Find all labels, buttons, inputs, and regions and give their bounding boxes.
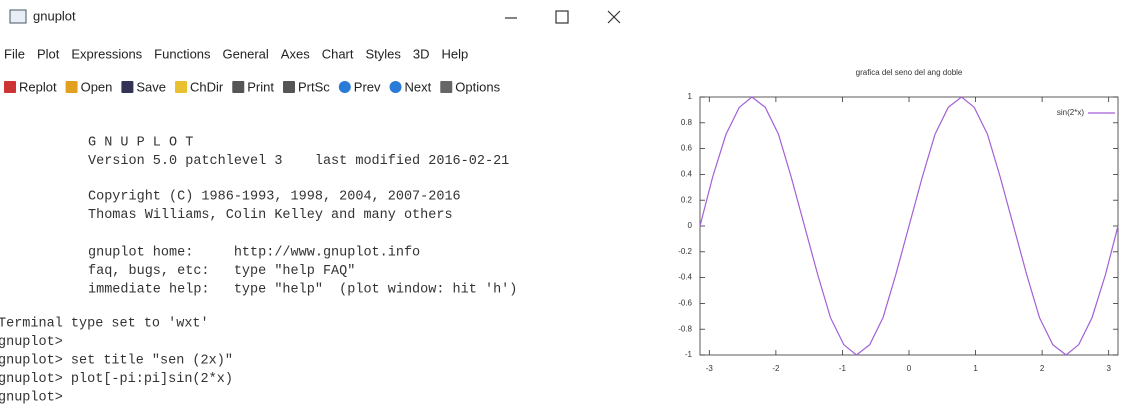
x-tick-label: 3 <box>1106 364 1111 373</box>
toolbar-icon <box>440 81 452 93</box>
menu-item[interactable]: File <box>4 46 25 61</box>
toolbar-icon <box>121 81 133 93</box>
y-tick-label: 0.8 <box>681 118 693 127</box>
console-line: Terminal type set to 'wxt' <box>0 317 209 332</box>
menu-bar: File Plot Expressions Functions General Axes C… <box>4 46 468 61</box>
console-line: gnuplot> <box>0 391 63 406</box>
toolbar-icon <box>390 81 402 93</box>
x-tick-label: -3 <box>706 364 714 373</box>
y-tick-label: -0.2 <box>678 247 692 256</box>
toolbar-icon <box>66 81 78 93</box>
toolbar-button[interactable]: PrtSc <box>298 79 330 94</box>
y-tick-label: 0.6 <box>681 144 693 153</box>
toolbar-icon <box>339 81 351 93</box>
x-tick-label: -1 <box>839 364 847 373</box>
console-line: gnuplot home: http://www.gnuplot.info <box>88 246 420 261</box>
toolbar-button[interactable]: ChDir <box>190 79 224 94</box>
console-line: gnuplot> <box>0 335 63 350</box>
legend-label: sin(2*x) <box>1057 108 1084 117</box>
toolbar-icon <box>4 81 16 93</box>
console-line: faq, bugs, etc: type "help FAQ" <box>88 264 355 279</box>
menu-item[interactable]: Expressions <box>71 46 142 61</box>
y-tick-label: 0.4 <box>681 170 693 179</box>
console-line: Version 5.0 patchlevel 3 last modified 2… <box>88 154 509 169</box>
toolbar-button[interactable]: Options <box>455 79 500 94</box>
menu-item[interactable]: Plot <box>37 46 60 61</box>
menu-item[interactable]: Styles <box>366 46 402 61</box>
x-tick-label: 0 <box>907 364 912 373</box>
screen: gnuplot File Plot Expressions Functions Gene… <box>0 0 1132 408</box>
x-tick-label: 1 <box>973 364 978 373</box>
console-line: Copyright (C) 1986-1993, 1998, 2004, 200… <box>88 190 461 205</box>
console-line: gnuplot> set title "sen (2x)" <box>0 354 233 369</box>
menu-item[interactable]: Chart <box>322 46 354 61</box>
console-line: Thomas Williams, Colin Kelley and many o… <box>88 208 453 223</box>
x-tick-label: -2 <box>772 364 780 373</box>
y-tick-label: -1 <box>685 350 693 359</box>
y-tick-label: 1 <box>688 92 693 101</box>
toolbar-button[interactable]: Print <box>247 79 274 94</box>
window-title: gnuplot <box>33 8 76 23</box>
app-icon <box>10 10 26 23</box>
toolbar-button[interactable]: Prev <box>354 79 381 94</box>
y-tick-label: -0.6 <box>678 299 692 308</box>
y-tick-label: -0.4 <box>678 273 692 282</box>
console-line: G N U P L O T <box>88 136 193 151</box>
y-tick-label: 0.2 <box>681 195 693 204</box>
toolbar-icon <box>283 81 295 93</box>
toolbar-button[interactable]: Save <box>136 79 166 94</box>
toolbar-button[interactable]: Open <box>81 79 113 94</box>
toolbar-button[interactable]: Next <box>405 79 432 94</box>
chart-title: grafica del seno del ang doble <box>856 68 963 77</box>
y-tick-label: 0 <box>688 221 693 230</box>
chart: grafica del seno del ang doble -1 -0.8 -0.6… <box>678 68 1118 373</box>
menu-item[interactable]: General <box>223 46 269 61</box>
console-line: gnuplot> plot[-pi:pi]sin(2*x) <box>0 372 233 387</box>
toolbar-icon <box>175 81 187 93</box>
y-tick-label: -0.8 <box>678 324 692 333</box>
toolbar-button[interactable]: Replot <box>19 79 57 94</box>
x-tick-label: 2 <box>1040 364 1045 373</box>
menu-item[interactable]: Axes <box>281 46 310 61</box>
menu-item[interactable]: 3D <box>413 46 430 61</box>
menu-item[interactable]: Functions <box>154 46 211 61</box>
menu-item[interactable]: Help <box>442 46 469 61</box>
toolbar-icon <box>232 81 244 93</box>
series-line <box>700 97 1118 355</box>
console-line: immediate help: type "help" (plot window… <box>88 283 517 298</box>
